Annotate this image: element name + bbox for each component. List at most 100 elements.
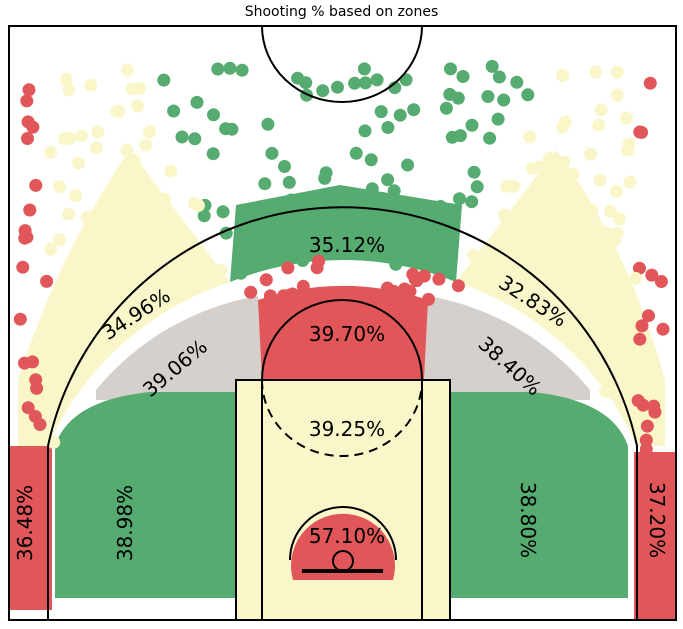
shot-dot-top-3-75 <box>456 70 470 83</box>
shot-dot-left-wing-3-8 <box>91 125 105 139</box>
shot-dot-top-3-74 <box>308 221 322 235</box>
shot-dot-right-wing-3-32 <box>506 217 520 231</box>
shot-dot-right-wing-3-35 <box>610 88 624 102</box>
shot-dot-left-wing-3-22 <box>80 210 94 224</box>
shot-dot-right-wing-3-6 <box>542 223 556 237</box>
shot-dot-left-wing-3-18 <box>89 141 103 155</box>
shot-dot-top-3-54 <box>234 266 248 280</box>
shot-dot-right-wing-3-13 <box>529 203 543 217</box>
shot-dot-top-3-55 <box>167 104 181 118</box>
shot-dot-left-wing-3-50 <box>84 78 98 92</box>
shot-dot-top-3-37 <box>400 198 414 211</box>
shot-dot-mid-center-15 <box>296 279 310 293</box>
shot-dot-top-3-20 <box>394 226 408 240</box>
shot-dot-left-wing-3-39 <box>62 207 76 221</box>
shot-dot-left-wing-3-33 <box>188 196 202 210</box>
shot-dot-top-3-35 <box>190 95 204 109</box>
shot-dot-right-wing-3-26 <box>505 228 519 242</box>
shot-dots <box>13 59 670 589</box>
shot-dot-top-3-85 <box>443 87 457 101</box>
shot-dot-right-wing-3-22 <box>594 103 608 117</box>
shot-dot-left-corner-3-8 <box>21 132 34 145</box>
shot-dot-right-corner-3-11 <box>633 261 646 275</box>
chart-title: Shooting % based on zones <box>244 4 439 20</box>
zone-label-mid-right-baseline: 38.80% <box>516 482 540 558</box>
center-circle <box>261 25 423 103</box>
shot-dot-mid-center-17 <box>403 284 417 298</box>
shot-dot-left-wing-3-42 <box>123 220 137 234</box>
shot-dot-right-corner-3-16 <box>647 399 661 413</box>
shot-dot-top-3-39 <box>388 81 402 95</box>
shot-dot-right-corner-3-18 <box>645 268 659 282</box>
shot-dot-top-3-27 <box>445 130 459 144</box>
shot-dot-left-wing-3-45 <box>125 82 139 96</box>
shot-dot-left-wing-3-19 <box>110 104 124 118</box>
shot-dot-right-corner-3-9 <box>635 319 649 333</box>
shot-dot-top-3-40 <box>261 117 275 131</box>
shot-dot-right-wing-3-43 <box>527 279 541 293</box>
shot-dot-left-wing-3-52 <box>144 256 158 270</box>
shot-dot-top-3-51 <box>349 146 363 160</box>
shot-dot-left-corner-3-21 <box>18 356 31 370</box>
shot-dot-right-wing-3-41 <box>479 255 493 269</box>
shot-dot-top-3-67 <box>358 124 372 138</box>
shot-dot-top-3-2 <box>387 184 401 198</box>
shot-dot-right-wing-3-15 <box>536 292 550 306</box>
shot-dot-right-wing-3-39 <box>584 258 598 271</box>
shot-dot-left-corner-3-18 <box>26 120 40 134</box>
shot-dot-top-3-81 <box>407 103 421 117</box>
shot-dot-left-corner-3-4 <box>40 274 54 288</box>
shot-dot-top-3-78 <box>284 193 298 207</box>
zone-label-mid-left-baseline: 38.98% <box>113 485 137 561</box>
shot-dot-right-wing-3-25 <box>593 173 607 187</box>
zone-label-top-3: 35.12% <box>309 233 385 257</box>
shot-dot-right-corner-3-20 <box>631 394 645 408</box>
shot-dot-left-wing-3-36 <box>62 131 76 145</box>
shot-dot-left-wing-3-44 <box>106 291 120 305</box>
zone-area-mid-right-baseline <box>450 392 628 598</box>
shot-dot-right-wing-3-36 <box>517 230 531 244</box>
shot-dot-right-wing-3-45 <box>584 147 598 161</box>
shot-dot-right-corner-3-13 <box>652 575 666 589</box>
shot-dot-right-wing-3-57 <box>590 231 604 245</box>
zone-area-mid-left-baseline <box>55 392 236 598</box>
shot-dot-top-3-66 <box>348 76 362 90</box>
shot-dot-top-3-69 <box>485 59 499 73</box>
shot-dot-left-wing-3-49 <box>131 99 145 113</box>
shot-dot-top-3-23 <box>381 121 395 134</box>
shot-dot-top-3-49 <box>225 122 239 136</box>
shot-dot-mid-center-21 <box>310 261 324 275</box>
shot-dot-top-3-86 <box>328 187 342 201</box>
shot-dot-top-3-58 <box>331 80 344 94</box>
shot-dot-top-3-83 <box>278 160 291 173</box>
shot-dot-right-wing-3-52 <box>566 167 580 181</box>
shot-dot-right-corner-3-1 <box>642 309 655 323</box>
shot-dot-left-wing-3-4 <box>69 189 83 203</box>
shot-dot-top-3-77 <box>278 241 292 255</box>
shot-dot-right-wing-3-1 <box>490 239 504 253</box>
shot-dot-right-wing-3-55 <box>498 208 511 222</box>
three-point-line <box>47 206 638 620</box>
shot-dot-top-3-12 <box>211 62 225 76</box>
shot-dot-right-wing-3-37 <box>556 120 570 134</box>
shot-dot-top-3-70 <box>453 192 466 206</box>
shot-dot-right-wing-3-59 <box>545 309 559 323</box>
free-throw-arc-top <box>261 299 423 381</box>
shot-dot-left-wing-3-2 <box>193 256 207 270</box>
shot-dot-top-3-84 <box>389 257 403 271</box>
shot-dot-left-corner-3-2 <box>21 401 35 415</box>
shot-dot-right-corner-3-12 <box>633 332 647 346</box>
zone-area-mid-left-wing <box>96 296 262 400</box>
shot-dot-top-3-73 <box>316 84 330 98</box>
shot-dot-right-wing-3-30 <box>559 180 573 194</box>
shot-dot-top-3-33 <box>207 108 220 122</box>
zone-layer <box>10 150 676 620</box>
zone-label-left-corner-3: 36.48% <box>13 485 37 561</box>
shot-dot-right-wing-3-56 <box>622 137 636 151</box>
hoop-rim <box>332 550 354 572</box>
shot-dot-left-corner-3-13 <box>29 178 43 192</box>
shot-dot-right-wing-3-19 <box>598 307 612 321</box>
shot-dot-right-wing-3-50 <box>558 275 572 289</box>
shot-dot-mid-center-10 <box>451 279 465 293</box>
shot-dot-top-3-48 <box>470 180 484 194</box>
